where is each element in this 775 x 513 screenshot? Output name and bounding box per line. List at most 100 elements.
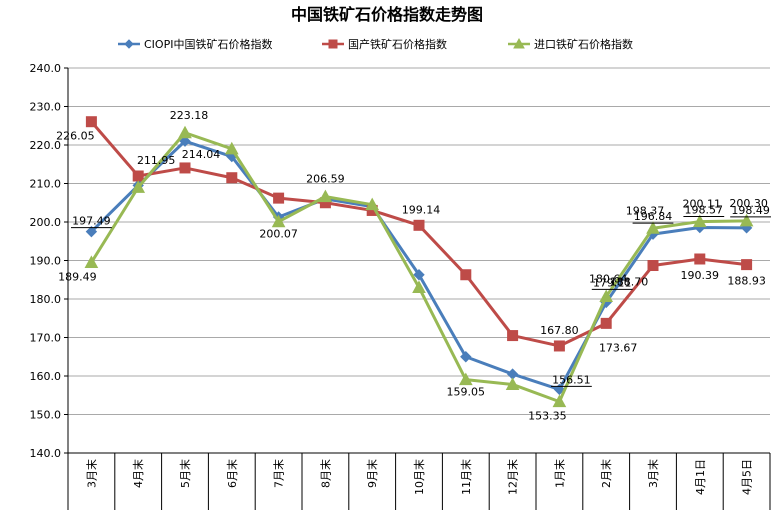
data-point	[741, 259, 753, 271]
data-label: 214.04	[182, 148, 221, 161]
axes: 140.0 150.0 160.0 170.0 180.0 190.0 200.0 210.0…	[30, 62, 771, 510]
legend: CIOPI中国铁矿石价格指数 国产铁矿石价格指数 进口铁矿石价格指数	[118, 37, 633, 51]
data-point	[646, 221, 660, 234]
data-point	[413, 219, 425, 231]
data-point	[179, 162, 191, 174]
data-point	[505, 377, 520, 390]
x-tick-label: 4月5日	[741, 459, 754, 495]
legend-label: 进口铁矿石价格指数	[534, 37, 633, 51]
data-label: 198.57	[685, 204, 724, 217]
data-point	[413, 269, 425, 281]
x-tick-label: 1月末	[552, 459, 566, 488]
triangle-marker	[513, 37, 525, 49]
x-tick-label: 2月末	[599, 459, 613, 488]
data-point	[224, 141, 239, 155]
data-label: 200.11	[683, 198, 722, 211]
diamond-marker	[124, 39, 134, 49]
y-tick-label: 200.0	[30, 216, 62, 229]
data-point	[460, 269, 472, 281]
y-tick-label: 160.0	[30, 370, 62, 383]
data-label: 173.67	[599, 341, 638, 354]
legend-item: 国产铁矿石价格指数	[322, 37, 447, 51]
data-point	[273, 192, 285, 204]
x-tick-label: 10月末	[412, 459, 426, 495]
y-tick-label: 170.0	[30, 332, 62, 345]
x-tick-label: 9月末	[365, 459, 379, 488]
data-point	[179, 135, 191, 147]
y-tick-label: 230.0	[30, 101, 62, 114]
data-labels: 197.49 156.51 179.11 196.84 198.57 198.49 226.…	[56, 109, 771, 423]
data-label: 188.93	[727, 275, 766, 288]
data-point	[226, 172, 238, 184]
y-tick-label: 140.0	[30, 447, 62, 460]
data-label: 226.05	[56, 130, 95, 143]
data-label: 190.39	[681, 269, 720, 282]
data-point	[694, 253, 706, 265]
data-point	[599, 289, 614, 303]
data-point	[365, 197, 380, 211]
legend-item: 进口铁矿石价格指数	[508, 37, 633, 51]
x-tick-label: 12月末	[506, 459, 520, 495]
data-point	[318, 189, 333, 203]
data-label: 189.49	[58, 270, 97, 283]
x-tick-label: 8月末	[318, 459, 332, 488]
x-tick-label: 3月末	[84, 459, 98, 488]
data-point	[271, 214, 286, 228]
data-label: 198.49	[731, 204, 770, 217]
data-label: 199.14	[402, 203, 441, 216]
data-label: 197.49	[72, 215, 111, 228]
data-label: 188.70	[610, 276, 649, 289]
y-tick-label: 240.0	[30, 62, 62, 75]
x-tick-label: 5月末	[178, 459, 192, 488]
y-tick-label: 180.0	[30, 293, 62, 306]
data-label: 198.37	[626, 204, 665, 217]
data-label: 179.11	[593, 276, 632, 289]
data-label: 196.84	[634, 210, 673, 223]
data-point	[600, 317, 612, 329]
series-layer	[84, 116, 754, 408]
y-tick-label: 150.0	[30, 409, 62, 422]
data-point	[84, 255, 99, 268]
data-point	[85, 225, 98, 238]
data-point	[507, 330, 519, 342]
data-label: 153.35	[528, 410, 567, 423]
data-label: 211.95	[137, 154, 176, 167]
data-point	[647, 260, 659, 272]
data-point	[692, 214, 707, 228]
y-tick-label: 220.0	[30, 139, 62, 152]
data-label: 200.30	[729, 197, 768, 210]
data-point	[412, 280, 426, 293]
data-label: 159.05	[447, 386, 486, 399]
data-point	[132, 170, 144, 182]
data-point	[739, 213, 754, 227]
data-label: 206.59	[306, 173, 345, 186]
series	[85, 116, 753, 352]
data-point	[131, 180, 146, 193]
x-tick-label: 4月1日	[694, 459, 707, 495]
data-point	[553, 340, 565, 352]
x-tick-label: 4月末	[131, 459, 145, 488]
data-point	[85, 116, 97, 128]
x-tick-label: 7月末	[272, 459, 286, 488]
legend-item: CIOPI中国铁矿石价格指数	[118, 37, 272, 51]
x-tick-label: 6月末	[225, 459, 239, 488]
data-label: 167.80	[540, 324, 579, 337]
square-marker	[328, 39, 338, 49]
x-tick-label: 3月末	[646, 459, 660, 488]
data-point	[178, 125, 192, 139]
legend-label: CIOPI中国铁矿石价格指数	[144, 37, 272, 51]
data-label: 200.07	[259, 228, 298, 241]
legend-label: 国产铁矿石价格指数	[348, 37, 447, 51]
data-point	[458, 372, 473, 386]
y-tick-label: 210.0	[30, 178, 62, 191]
data-label: 223.18	[170, 109, 209, 122]
x-tick-label: 11月末	[459, 459, 473, 495]
data-point	[552, 394, 567, 408]
data-label: 180.64	[589, 273, 628, 286]
data-label: 156.51	[552, 373, 591, 386]
y-tick-label: 190.0	[30, 255, 62, 268]
series	[84, 125, 754, 408]
chart-title: 中国铁矿石价格指数走势图	[291, 5, 483, 24]
